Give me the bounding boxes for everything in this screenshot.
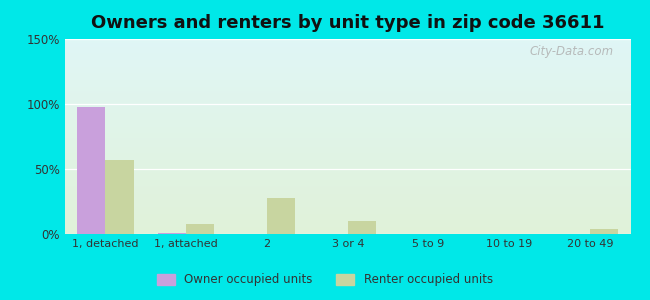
Bar: [590, 229, 618, 234]
Title: Owners and renters by unit type in zip code 36611: Owners and renters by unit type in zip c…: [91, 14, 604, 32]
Bar: [77, 106, 105, 234]
Bar: [267, 198, 295, 234]
Text: City-Data.com: City-Data.com: [529, 45, 614, 58]
Bar: [105, 160, 134, 234]
Legend: Owner occupied units, Renter occupied units: Owner occupied units, Renter occupied un…: [153, 269, 497, 291]
Bar: [158, 233, 186, 234]
Bar: [186, 224, 214, 234]
Bar: [348, 221, 376, 234]
